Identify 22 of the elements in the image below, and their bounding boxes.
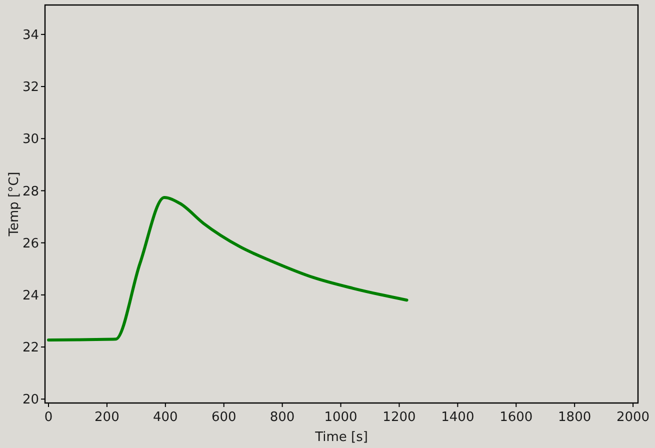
x-tick-label: 200 (94, 410, 120, 425)
y-tick-label: 34 (22, 28, 39, 43)
y-tick-label: 22 (22, 340, 39, 356)
x-tick-label: 0 (44, 410, 53, 425)
y-axis-title: Temp [°C] (7, 172, 22, 238)
x-tick-label: 1800 (558, 410, 592, 425)
x-tick-label: 800 (270, 410, 295, 425)
y-tick-label: 26 (22, 236, 39, 252)
x-tick-label: 1400 (441, 410, 474, 425)
x-axis-title: Time [s] (314, 430, 368, 445)
y-tick-label: 20 (22, 392, 39, 408)
x-tick-label: 2000 (616, 410, 650, 425)
x-tick-label: 600 (211, 410, 236, 425)
y-tick-label: 24 (22, 288, 39, 304)
x-tick-label: 1200 (382, 410, 416, 425)
x-tick-label: 400 (153, 410, 178, 425)
line-series (47, 196, 408, 342)
x-tick-label: 1600 (500, 410, 533, 425)
y-tick-label: 28 (22, 184, 39, 200)
y-tick-label: 30 (22, 132, 39, 148)
y-tick-label: 32 (22, 80, 39, 96)
x-tick-label: 1000 (324, 410, 358, 425)
